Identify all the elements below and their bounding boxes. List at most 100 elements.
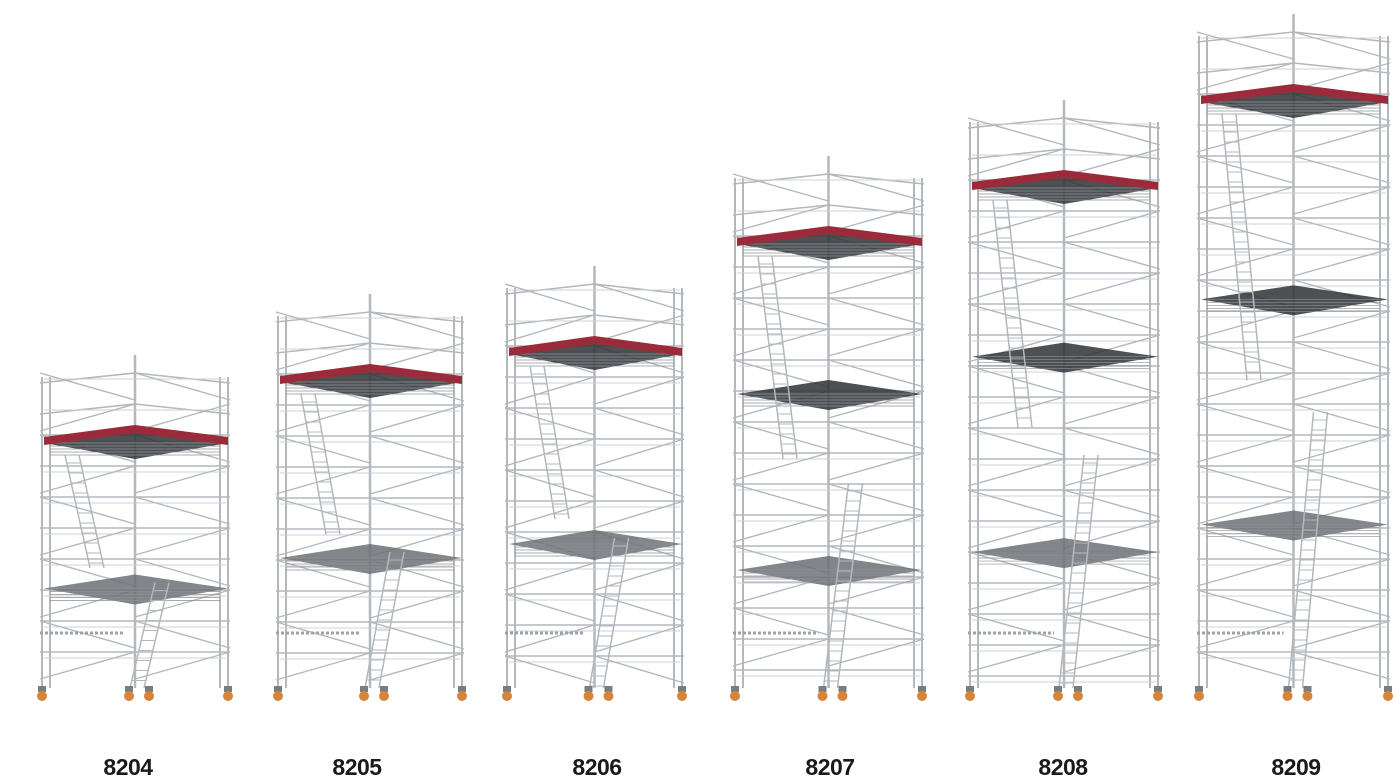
brace bbox=[828, 359, 925, 388]
brace bbox=[967, 489, 1065, 518]
toe-board bbox=[737, 226, 922, 246]
brace bbox=[828, 576, 925, 605]
brace bbox=[1063, 303, 1161, 332]
wheel-bracket bbox=[274, 686, 282, 692]
brace bbox=[1063, 210, 1161, 239]
brace bbox=[369, 497, 465, 526]
brace bbox=[1293, 341, 1391, 370]
brace bbox=[134, 620, 231, 649]
wheel-bracket bbox=[1154, 686, 1162, 692]
brace bbox=[594, 314, 685, 343]
brace bbox=[967, 117, 1065, 146]
platform bbox=[972, 538, 1158, 569]
brace bbox=[1196, 372, 1294, 401]
brace bbox=[134, 496, 231, 525]
brace bbox=[504, 283, 595, 312]
brace bbox=[1293, 589, 1391, 618]
toe-board bbox=[972, 170, 1158, 190]
wheel-bracket bbox=[38, 686, 46, 692]
brace bbox=[594, 593, 685, 622]
brace bbox=[967, 551, 1065, 580]
ladder-rail bbox=[64, 454, 91, 569]
platform bbox=[1201, 285, 1388, 316]
tower-label: 8209 bbox=[1271, 754, 1320, 776]
wheel-bracket bbox=[838, 686, 847, 692]
brace bbox=[1293, 434, 1391, 463]
brace bbox=[594, 469, 685, 498]
brace bbox=[1293, 155, 1391, 184]
brace bbox=[134, 651, 231, 680]
wheel bbox=[1282, 691, 1293, 701]
wheel bbox=[273, 691, 283, 701]
brace bbox=[1293, 372, 1391, 401]
brace bbox=[275, 404, 371, 433]
brace bbox=[1196, 124, 1294, 153]
brace bbox=[967, 210, 1065, 239]
platform bbox=[1201, 510, 1388, 541]
tower-label: 8206 bbox=[572, 754, 621, 776]
toe-board bbox=[1201, 84, 1388, 104]
brace bbox=[134, 465, 231, 494]
brace bbox=[1063, 427, 1161, 456]
brace bbox=[967, 148, 1065, 177]
brace bbox=[732, 328, 829, 357]
ladder-rail bbox=[1221, 113, 1248, 381]
ladder-rail bbox=[836, 482, 864, 689]
wheel bbox=[359, 691, 369, 701]
ladder-rail bbox=[529, 365, 556, 520]
brace bbox=[1293, 217, 1391, 246]
brace bbox=[1196, 651, 1294, 680]
ladder-rail bbox=[300, 393, 327, 535]
wheel bbox=[37, 691, 47, 701]
scaffold-tower bbox=[730, 156, 927, 701]
brace bbox=[1293, 186, 1391, 215]
brace bbox=[1063, 117, 1161, 146]
brace bbox=[1196, 31, 1294, 60]
wheel bbox=[730, 691, 740, 701]
brace bbox=[732, 173, 829, 202]
brace bbox=[1063, 365, 1161, 394]
brace bbox=[732, 204, 829, 233]
wheel-bracket bbox=[966, 686, 974, 692]
brace bbox=[369, 590, 465, 619]
wheel-bracket bbox=[918, 686, 926, 692]
ladder-rail bbox=[822, 482, 850, 689]
scaffold-tower bbox=[273, 294, 467, 701]
wheel bbox=[223, 691, 233, 701]
brace bbox=[275, 466, 371, 495]
wheel bbox=[917, 691, 927, 701]
brace bbox=[828, 607, 925, 636]
brace bbox=[594, 500, 685, 529]
brace bbox=[275, 311, 371, 340]
ladder-rail bbox=[602, 537, 630, 689]
brace bbox=[134, 558, 231, 587]
wheel-bracket bbox=[125, 686, 133, 692]
brace bbox=[1196, 496, 1294, 525]
tower-label: 8204 bbox=[103, 754, 153, 776]
platform bbox=[972, 342, 1158, 373]
ladder-rail bbox=[314, 393, 341, 535]
brace bbox=[39, 372, 136, 401]
brace bbox=[369, 342, 465, 371]
ladder-rail bbox=[143, 582, 170, 689]
brace bbox=[1293, 124, 1391, 153]
wheel-bracket bbox=[584, 686, 593, 692]
brace bbox=[504, 314, 595, 343]
brace bbox=[504, 655, 595, 684]
brace bbox=[1196, 403, 1294, 432]
wheel-bracket bbox=[818, 686, 827, 692]
wheel bbox=[1302, 691, 1313, 701]
brace bbox=[1196, 186, 1294, 215]
wheel-bracket bbox=[604, 686, 613, 692]
brace bbox=[594, 624, 685, 653]
brace bbox=[732, 514, 829, 543]
brace bbox=[1196, 589, 1294, 618]
brace bbox=[828, 514, 925, 543]
brace bbox=[1196, 620, 1294, 649]
wheel bbox=[1053, 691, 1063, 701]
platform bbox=[44, 574, 228, 605]
brace bbox=[1293, 558, 1391, 587]
brace bbox=[732, 266, 829, 295]
wheel bbox=[1194, 691, 1204, 701]
brace bbox=[39, 651, 136, 680]
